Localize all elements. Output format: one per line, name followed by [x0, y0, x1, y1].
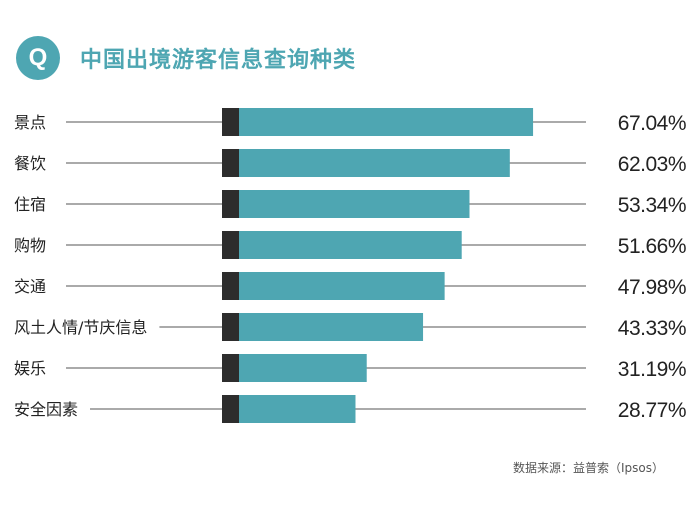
- value-label: 43.33%: [618, 317, 686, 340]
- category-label: 景点: [14, 113, 46, 132]
- bar-cap: [222, 272, 239, 300]
- bar-cap: [222, 149, 239, 177]
- bar-cap: [222, 354, 239, 382]
- bar: [222, 395, 356, 423]
- bar: [222, 149, 510, 177]
- bar: [222, 190, 470, 218]
- bar: [222, 272, 445, 300]
- category-label: 交通: [14, 277, 46, 296]
- value-label: 62.03%: [618, 153, 686, 176]
- bar-cap: [222, 108, 239, 136]
- value-label: 31.19%: [618, 358, 686, 381]
- bar: [222, 354, 367, 382]
- category-label: 餐饮: [14, 154, 46, 173]
- category-label: 安全因素: [14, 400, 78, 419]
- bar: [222, 231, 462, 259]
- q-badge-icon: Q: [16, 36, 60, 80]
- value-label: 67.04%: [618, 112, 686, 135]
- category-label: 风土人情/节庆信息: [14, 318, 147, 337]
- bar-cap: [222, 313, 239, 341]
- bar-cap: [222, 231, 239, 259]
- value-label: 53.34%: [618, 194, 686, 217]
- source-note: 数据来源：益普索（Ipsos）: [512, 461, 664, 475]
- value-label: 28.77%: [618, 399, 686, 422]
- category-label: 住宿: [14, 195, 46, 214]
- category-label: 娱乐: [14, 359, 46, 378]
- bar: [222, 108, 534, 136]
- bar-cap: [222, 190, 239, 218]
- value-label: 51.66%: [618, 235, 686, 258]
- category-label: 购物: [14, 236, 46, 255]
- chart-title: 中国出境游客信息查询种类: [80, 48, 357, 73]
- bar-cap: [222, 395, 239, 423]
- bar: [222, 313, 424, 341]
- value-label: 47.98%: [618, 276, 686, 299]
